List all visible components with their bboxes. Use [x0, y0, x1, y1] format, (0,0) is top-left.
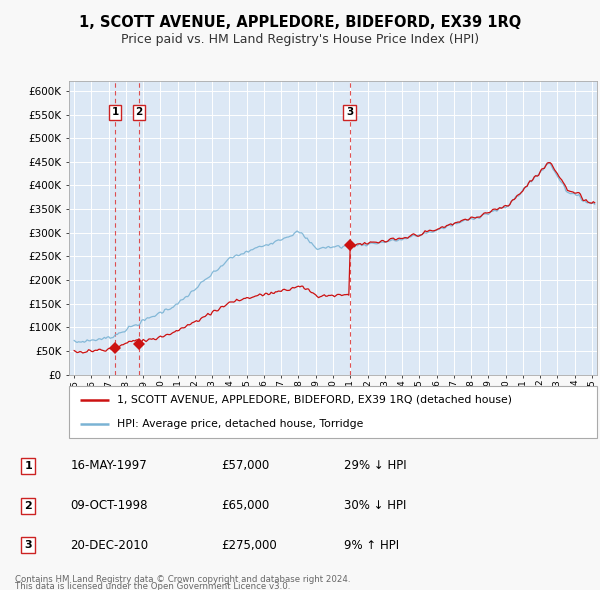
FancyBboxPatch shape: [69, 386, 597, 438]
Text: 1, SCOTT AVENUE, APPLEDORE, BIDEFORD, EX39 1RQ: 1, SCOTT AVENUE, APPLEDORE, BIDEFORD, EX…: [79, 15, 521, 30]
Text: 3: 3: [25, 540, 32, 550]
Text: 09-OCT-1998: 09-OCT-1998: [70, 499, 148, 512]
Text: 29% ↓ HPI: 29% ↓ HPI: [344, 460, 406, 473]
Text: 1, SCOTT AVENUE, APPLEDORE, BIDEFORD, EX39 1RQ (detached house): 1, SCOTT AVENUE, APPLEDORE, BIDEFORD, EX…: [116, 395, 512, 405]
Text: 30% ↓ HPI: 30% ↓ HPI: [344, 499, 406, 512]
Text: 1: 1: [112, 107, 119, 117]
Text: 9% ↑ HPI: 9% ↑ HPI: [344, 539, 399, 552]
Text: HPI: Average price, detached house, Torridge: HPI: Average price, detached house, Torr…: [116, 419, 363, 429]
Text: 2: 2: [25, 501, 32, 510]
Text: Price paid vs. HM Land Registry's House Price Index (HPI): Price paid vs. HM Land Registry's House …: [121, 33, 479, 46]
Text: 2: 2: [136, 107, 143, 117]
Text: £275,000: £275,000: [221, 539, 277, 552]
Text: 3: 3: [346, 107, 353, 117]
Text: 20-DEC-2010: 20-DEC-2010: [70, 539, 148, 552]
Text: 16-MAY-1997: 16-MAY-1997: [70, 460, 147, 473]
Text: £57,000: £57,000: [221, 460, 270, 473]
Text: Contains HM Land Registry data © Crown copyright and database right 2024.: Contains HM Land Registry data © Crown c…: [15, 575, 350, 584]
Text: £65,000: £65,000: [221, 499, 270, 512]
Text: 1: 1: [25, 461, 32, 471]
Text: This data is licensed under the Open Government Licence v3.0.: This data is licensed under the Open Gov…: [15, 582, 290, 590]
